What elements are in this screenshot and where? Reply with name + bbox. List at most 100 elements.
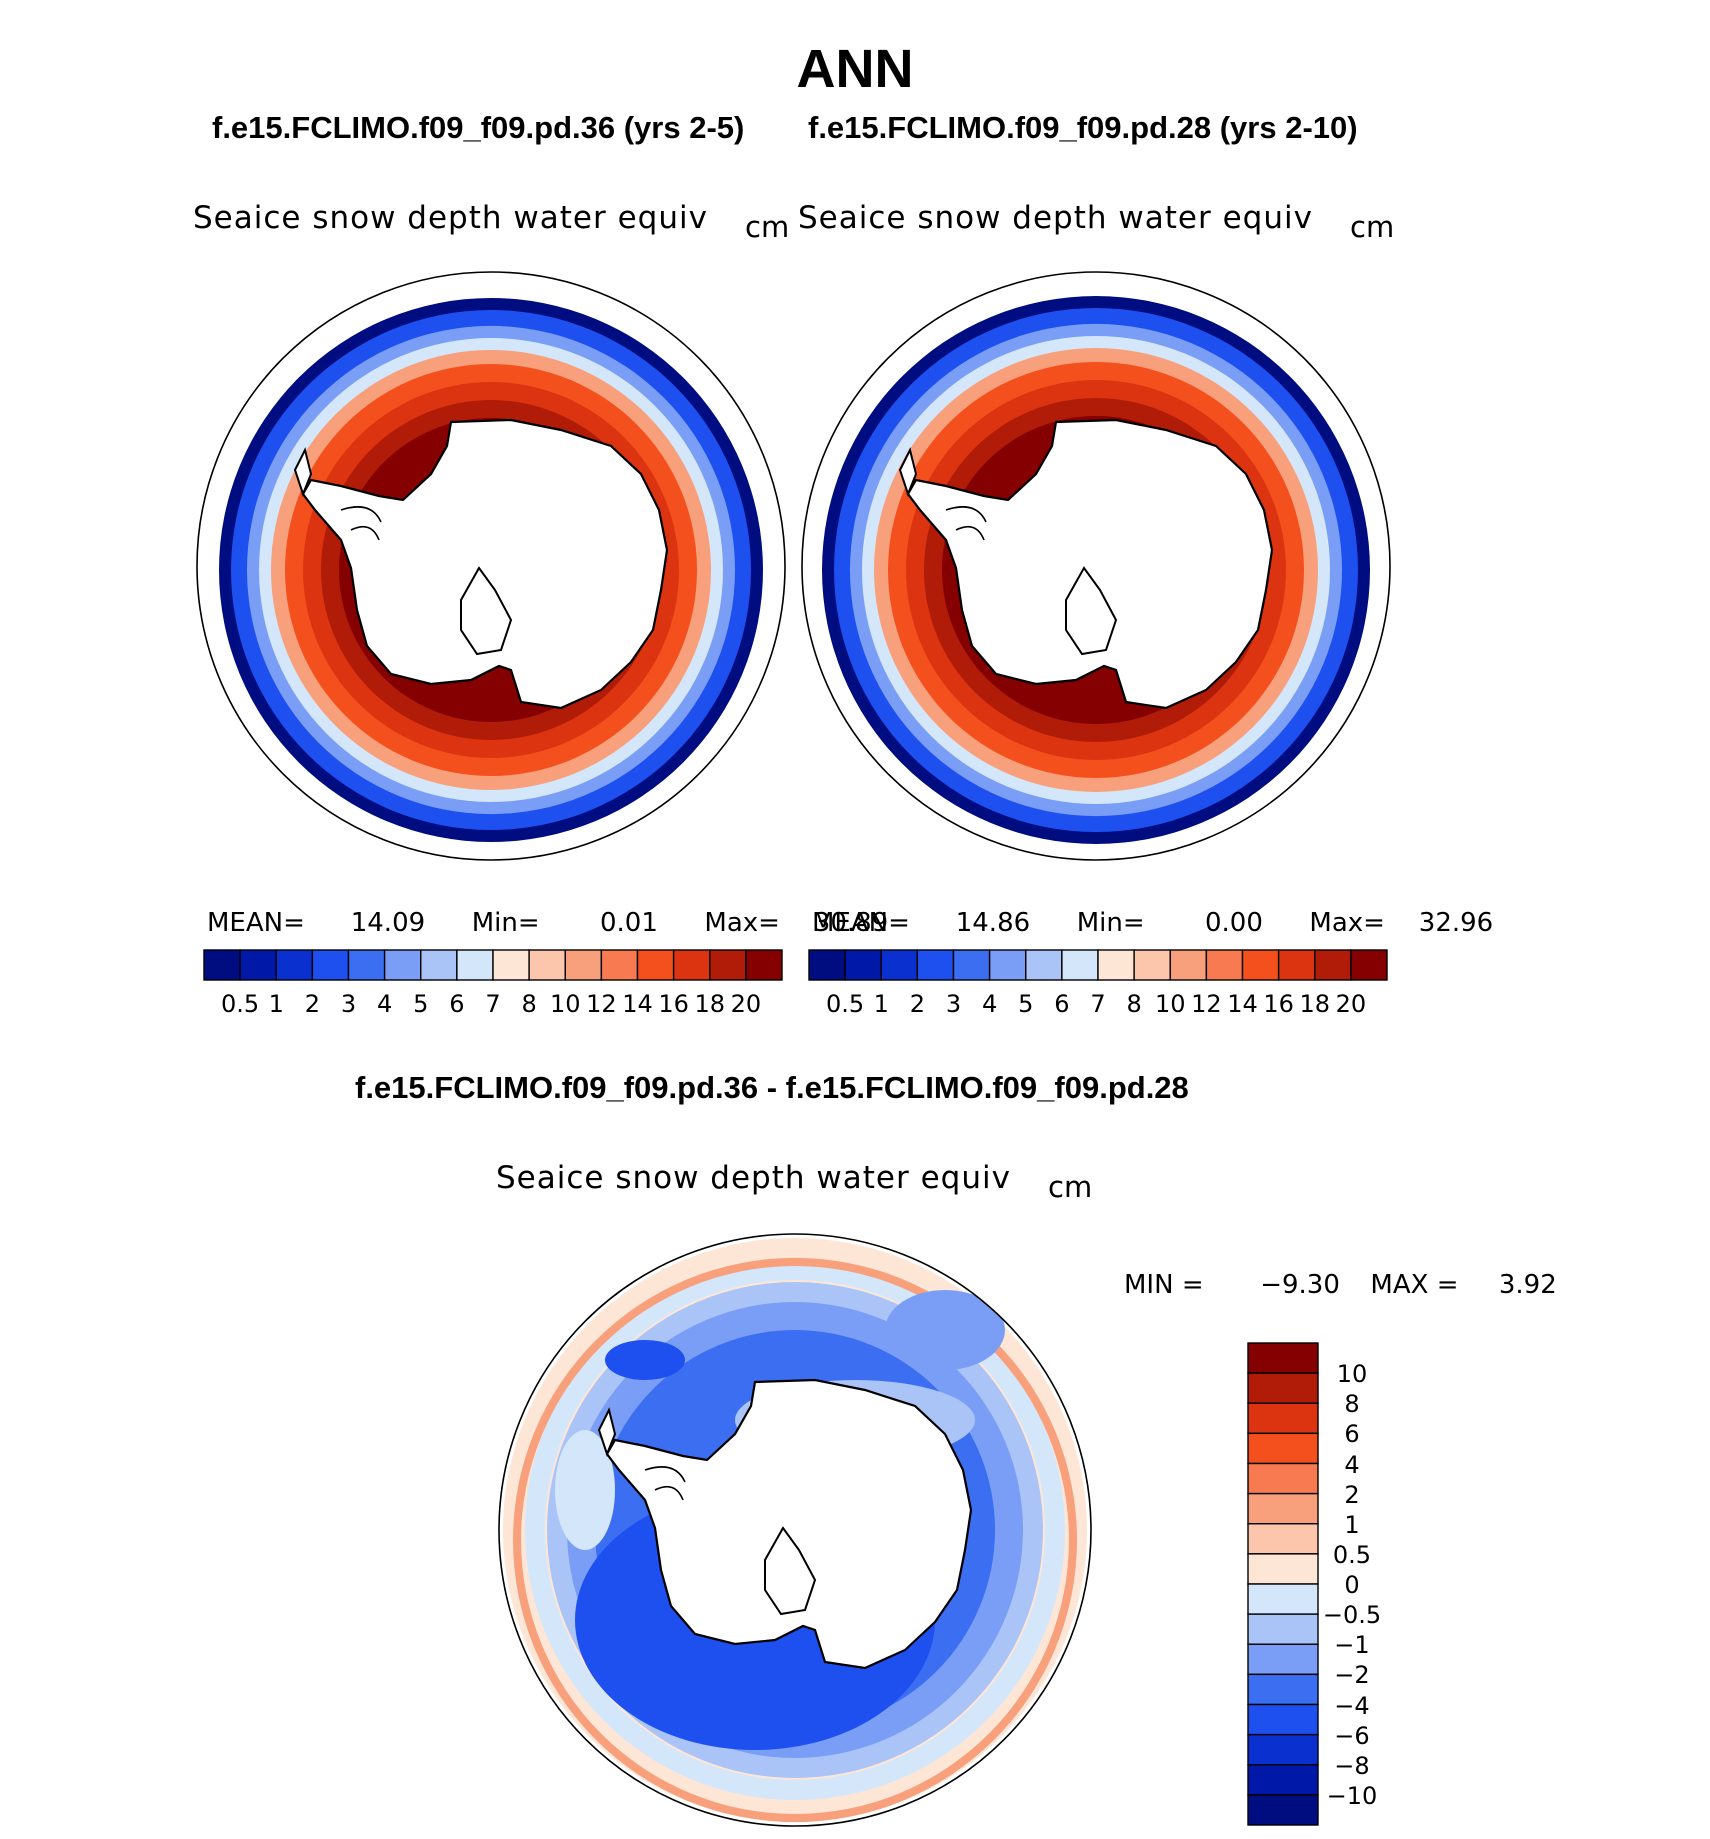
right-min-value: 0.00 — [1204, 908, 1263, 938]
right-colorbar — [808, 949, 1388, 981]
diff-colorbar-swatch — [1247, 1402, 1319, 1435]
left-colorbar-swatch — [347, 949, 386, 981]
left-colorbar-swatch — [456, 949, 494, 981]
left-colorbar-swatch — [709, 949, 747, 981]
diff-colorbar-tick-label: −6 — [1334, 1721, 1370, 1750]
diff-case-title: f.e15.FCLIMO.f09_f09.pd.36 - f.e15.FCLIM… — [355, 1070, 1189, 1105]
diff-colorbar-tick-label: 0.5 — [1332, 1540, 1372, 1569]
left-colorbar-tick-label: 16 — [658, 990, 689, 1018]
diff-colorbar-tick-label: −2 — [1334, 1661, 1370, 1690]
diff-colorbar-swatch — [1247, 1733, 1319, 1766]
right-colorbar-swatch — [808, 949, 846, 981]
diff-colorbar-swatch — [1247, 1764, 1319, 1796]
diff-colorbar-tick-label: 2 — [1344, 1480, 1360, 1509]
left-colorbar-labels: 0.5 1 2 3 4 5 6 7 8 10 12 14 16 18 20 — [204, 990, 782, 1020]
left-stats: MEAN= 14.09 Min= 0.01 Max= 30.89 — [207, 908, 888, 938]
right-mean-value: 14.86 — [955, 908, 1031, 938]
left-colorbar — [203, 949, 783, 981]
diff-colorbar-swatch — [1247, 1492, 1319, 1525]
diff-colorbar-tick-label: 1 — [1344, 1510, 1360, 1539]
left-antarctica-continent — [293, 418, 669, 710]
diff-colorbar-swatch — [1247, 1583, 1319, 1615]
right-polar-map — [801, 271, 1391, 861]
right-variable-title: Seaice snow depth water equiv — [798, 200, 1313, 236]
right-colorbar-swatch — [952, 949, 991, 981]
right-colorbar-tick-label: 8 — [1126, 990, 1142, 1018]
right-stats: MEAN= 14.86 Min= 0.00 Max= 32.96 — [812, 908, 1493, 938]
diff-colorbar-swatch — [1247, 1553, 1319, 1585]
right-colorbar-tick-label: 0.5 — [826, 990, 865, 1018]
diff-colorbar-tick-label: −8 — [1334, 1751, 1370, 1780]
right-colorbar-tick-label: 10 — [1154, 990, 1186, 1018]
right-colorbar-tick-label: 5 — [1018, 990, 1034, 1018]
left-colorbar-tick-label: 8 — [521, 990, 537, 1018]
left-colorbar-tick-label: 0.5 — [221, 990, 260, 1018]
diff-colorbar-swatch — [1247, 1673, 1319, 1706]
right-colorbar-swatch — [1205, 949, 1244, 981]
right-case-title: f.e15.FCLIMO.f09_f09.pd.28 (yrs 2-10) — [808, 110, 1358, 145]
left-min-value: 0.01 — [599, 908, 658, 938]
left-colorbar-swatch — [311, 949, 350, 981]
diff-colorbar-swatch — [1247, 1794, 1319, 1826]
right-colorbar-swatch — [1277, 949, 1316, 981]
left-min-label: Min= — [471, 908, 540, 938]
left-mean-label: MEAN= — [207, 908, 305, 938]
left-colorbar-tick-label: 1 — [268, 990, 284, 1018]
right-colorbar-swatch — [880, 949, 919, 981]
right-colorbar-tick-label: 16 — [1263, 990, 1294, 1018]
diff-min-value: −9.30 — [1260, 1270, 1340, 1300]
right-colorbar-tick-label: 20 — [1335, 990, 1367, 1018]
right-colorbar-swatch — [1314, 949, 1352, 981]
left-colorbar-swatch — [528, 949, 566, 981]
left-max-label: Max= — [704, 908, 780, 938]
diff-max-label: MAX = — [1370, 1270, 1459, 1300]
right-colorbar-tick-label: 18 — [1299, 990, 1331, 1018]
right-colorbar-swatch — [1241, 949, 1280, 981]
diff-stats: MIN = −9.30 MAX = 3.92 — [1124, 1270, 1557, 1300]
left-colorbar-tick-label: 14 — [622, 990, 653, 1018]
diff-colorbar-tick-label: −4 — [1334, 1691, 1370, 1720]
left-colorbar-swatch — [383, 949, 422, 981]
left-colorbar-tick-label: 5 — [413, 990, 429, 1018]
right-mean-label: MEAN= — [812, 908, 910, 938]
diff-colorbar-swatch — [1247, 1462, 1319, 1495]
right-colorbar-tick-label: 12 — [1191, 990, 1222, 1018]
left-colorbar-tick-label: 3 — [340, 990, 357, 1018]
diff-colorbar-swatch — [1247, 1372, 1319, 1404]
left-colorbar-tick-label: 18 — [694, 990, 726, 1018]
right-colorbar-tick-label: 1 — [873, 990, 889, 1018]
right-colorbar-swatch — [1133, 949, 1171, 981]
right-colorbar-swatch — [1169, 949, 1208, 981]
diff-colorbar-tick-label: 8 — [1344, 1390, 1360, 1419]
right-colorbar-swatch — [1350, 949, 1388, 981]
diff-max-value: 3.92 — [1498, 1270, 1557, 1300]
left-colorbar-swatch — [492, 949, 530, 981]
right-antarctica-continent — [898, 418, 1274, 710]
left-units: cm — [745, 210, 790, 244]
left-colorbar-tick-label: 6 — [449, 990, 465, 1018]
right-units: cm — [1350, 210, 1395, 244]
left-colorbar-swatch — [564, 949, 603, 981]
right-colorbar-swatch — [1061, 949, 1099, 981]
left-case-title: f.e15.FCLIMO.f09_f09.pd.36 (yrs 2-5) — [212, 110, 745, 145]
right-max-label: Max= — [1309, 908, 1385, 938]
diff-antarctica-continent — [597, 1378, 973, 1670]
left-colorbar-swatch — [600, 949, 639, 981]
left-colorbar-tick-label: 4 — [376, 990, 393, 1018]
left-colorbar-swatch — [745, 949, 783, 981]
left-colorbar-swatch — [672, 949, 711, 981]
diff-colorbar-swatch — [1247, 1643, 1319, 1676]
diff-colorbar-tick-label: −0.5 — [1322, 1601, 1382, 1630]
right-colorbar-tick-label: 14 — [1227, 990, 1258, 1018]
left-max-value: 30.89 — [813, 908, 889, 938]
diff-colorbar-swatch — [1247, 1703, 1319, 1736]
diff-colorbar-labels: 10 8 6 4 2 1 0.5 0 −0.5 −1 −2 −4 −6 −8 −10 — [1322, 1343, 1432, 1825]
diff-colorbar-tick-label: 10 — [1336, 1360, 1368, 1389]
diff-colorbar-swatch — [1247, 1613, 1319, 1645]
right-colorbar-tick-label: 6 — [1054, 990, 1070, 1018]
left-colorbar-tick-label: 20 — [730, 990, 762, 1018]
left-variable-title: Seaice snow depth water equiv — [193, 200, 708, 236]
right-colorbar-swatch — [844, 949, 882, 981]
right-colorbar-tick-label: 7 — [1090, 990, 1106, 1018]
right-max-value: 32.96 — [1418, 908, 1494, 938]
